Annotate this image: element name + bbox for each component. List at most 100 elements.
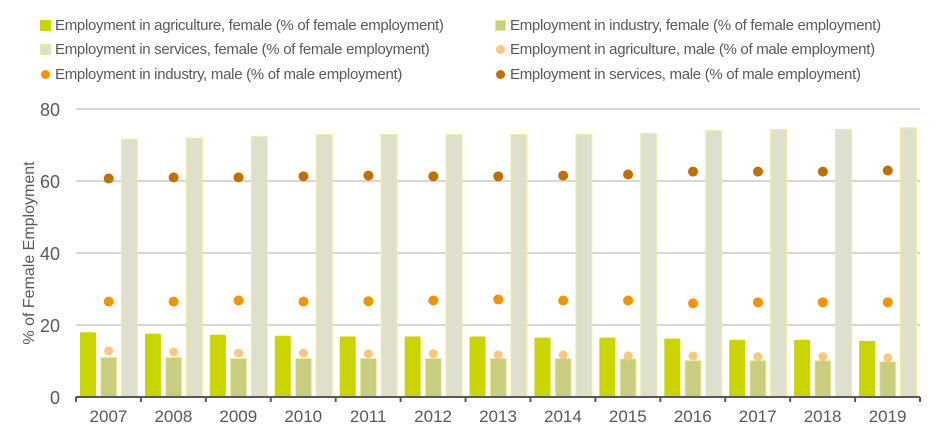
x-tick-label: 2009: [219, 407, 257, 426]
bar-2019-series-0: [859, 340, 876, 397]
dot-2010-series-5: [298, 171, 309, 182]
dot-2008-series-3: [169, 347, 179, 357]
bar-2011-series-0: [339, 336, 356, 397]
dot-2014-series-5: [558, 170, 569, 181]
bar-2007-series-1: [100, 356, 118, 398]
bar-2014-series-1: [554, 357, 572, 398]
legend-circle-icon: [496, 70, 505, 79]
dot-2015-series-3: [623, 351, 633, 361]
bar-2016-series-2: [705, 130, 723, 398]
legend-item: Employment in services, female (% of fem…: [40, 41, 430, 58]
bar-2015-series-1: [619, 358, 637, 398]
dot-2008-series-4: [168, 296, 179, 307]
dot-2011-series-3: [363, 349, 373, 359]
dot-2017-series-4: [752, 297, 763, 308]
legend-label: Employment in services, male (% of male …: [510, 66, 861, 83]
dot-2018-series-5: [817, 166, 828, 177]
legend-square-icon: [495, 20, 506, 31]
dot-2018-series-3: [818, 352, 828, 362]
bar-2012-series-1: [424, 357, 442, 398]
x-tick-label: 2010: [284, 407, 322, 426]
dot-2015-series-4: [623, 295, 634, 306]
x-tick-label: 2007: [90, 407, 128, 426]
bar-2008-series-2: [185, 137, 203, 398]
x-tick-label: 2012: [414, 407, 452, 426]
legend-square-icon: [40, 44, 51, 55]
dot-2013-series-5: [493, 171, 504, 182]
bar-2017-series-0: [729, 339, 746, 397]
dot-2010-series-4: [298, 296, 309, 307]
dot-2016-series-4: [688, 298, 699, 309]
bar-series: [80, 127, 917, 398]
legend-item: Employment in services, male (% of male …: [495, 66, 861, 83]
legend-label: Employment in agriculture, male (% of ma…: [510, 41, 875, 58]
bar-2013-series-0: [469, 336, 486, 397]
x-tick-label: 2019: [869, 407, 907, 426]
bar-2008-series-0: [144, 333, 161, 397]
dot-2019-series-5: [882, 165, 893, 176]
bar-2007-series-0: [80, 332, 96, 397]
dot-2011-series-4: [363, 296, 374, 307]
bar-2013-series-2: [510, 134, 528, 398]
dot-2007-series-5: [103, 173, 114, 184]
bar-2019-series-2: [899, 127, 917, 398]
y-tick-label: 80: [40, 100, 60, 120]
dot-2012-series-4: [428, 295, 439, 306]
x-tick-label: 2008: [154, 407, 192, 426]
legend-circle-icon: [496, 45, 505, 54]
dot-2017-series-5: [752, 166, 763, 177]
dot-2012-series-5: [428, 171, 439, 182]
dot-2009-series-3: [234, 348, 244, 358]
chart-legend: Employment in agriculture, female (% of …: [0, 0, 945, 100]
bar-2018-series-1: [814, 360, 832, 398]
dot-2012-series-3: [428, 349, 438, 359]
bar-2011-series-1: [359, 357, 377, 398]
bar-2012-series-0: [404, 336, 421, 397]
x-tick-label: 2015: [609, 407, 647, 426]
bar-2009-series-2: [250, 135, 268, 398]
dot-2016-series-5: [688, 166, 699, 177]
dot-2007-series-3: [104, 346, 114, 356]
dot-2016-series-3: [688, 351, 698, 361]
bar-2009-series-0: [209, 334, 226, 397]
legend-item: Employment in industry, female (% of fem…: [495, 17, 881, 34]
legend-label: Employment in agriculture, female (% of …: [55, 17, 444, 34]
bar-2015-series-2: [640, 132, 658, 398]
dot-2009-series-5: [233, 172, 244, 183]
dot-2013-series-3: [493, 350, 503, 360]
dot-2007-series-4: [103, 296, 114, 307]
dot-2017-series-3: [753, 352, 763, 362]
x-tick-label: 2018: [804, 407, 842, 426]
x-tick-label: 2016: [674, 407, 712, 426]
bar-2015-series-0: [599, 337, 616, 397]
bar-2017-series-1: [749, 360, 767, 398]
y-axis-label: % of Female Employment: [21, 161, 38, 345]
bar-2008-series-1: [165, 356, 183, 398]
bar-2011-series-2: [380, 134, 398, 398]
dot-series: [103, 165, 893, 363]
legend-label: Employment in industry, female (% of fem…: [510, 17, 881, 34]
dot-2009-series-4: [233, 295, 244, 306]
legend-item: Employment in industry, male (% of male …: [40, 66, 402, 83]
dot-2014-series-3: [558, 350, 568, 360]
x-axis: 2007 2008 2009 2010 2011 2012 2013 2014 2015 2016…: [75, 396, 921, 426]
bar-2018-series-2: [835, 129, 853, 398]
bar-2010-series-0: [274, 335, 291, 397]
y-tick-label: 0: [50, 388, 60, 408]
dot-2014-series-4: [558, 295, 569, 306]
bar-2016-series-1: [684, 360, 702, 398]
bar-2016-series-0: [664, 338, 681, 397]
dot-2015-series-5: [623, 169, 634, 180]
bar-2014-series-2: [575, 134, 593, 398]
x-tick-label: 2017: [739, 407, 777, 426]
bar-2014-series-0: [534, 337, 551, 397]
bar-2010-series-2: [315, 134, 333, 398]
legend-circle-icon: [41, 70, 50, 79]
x-tick-label: 2013: [479, 407, 517, 426]
bar-2019-series-1: [879, 361, 897, 398]
legend-item: Employment in agriculture, male (% of ma…: [495, 41, 875, 58]
y-tick-label: 20: [40, 316, 60, 336]
y-tick-label: 40: [40, 244, 60, 264]
bar-2012-series-2: [445, 134, 463, 398]
